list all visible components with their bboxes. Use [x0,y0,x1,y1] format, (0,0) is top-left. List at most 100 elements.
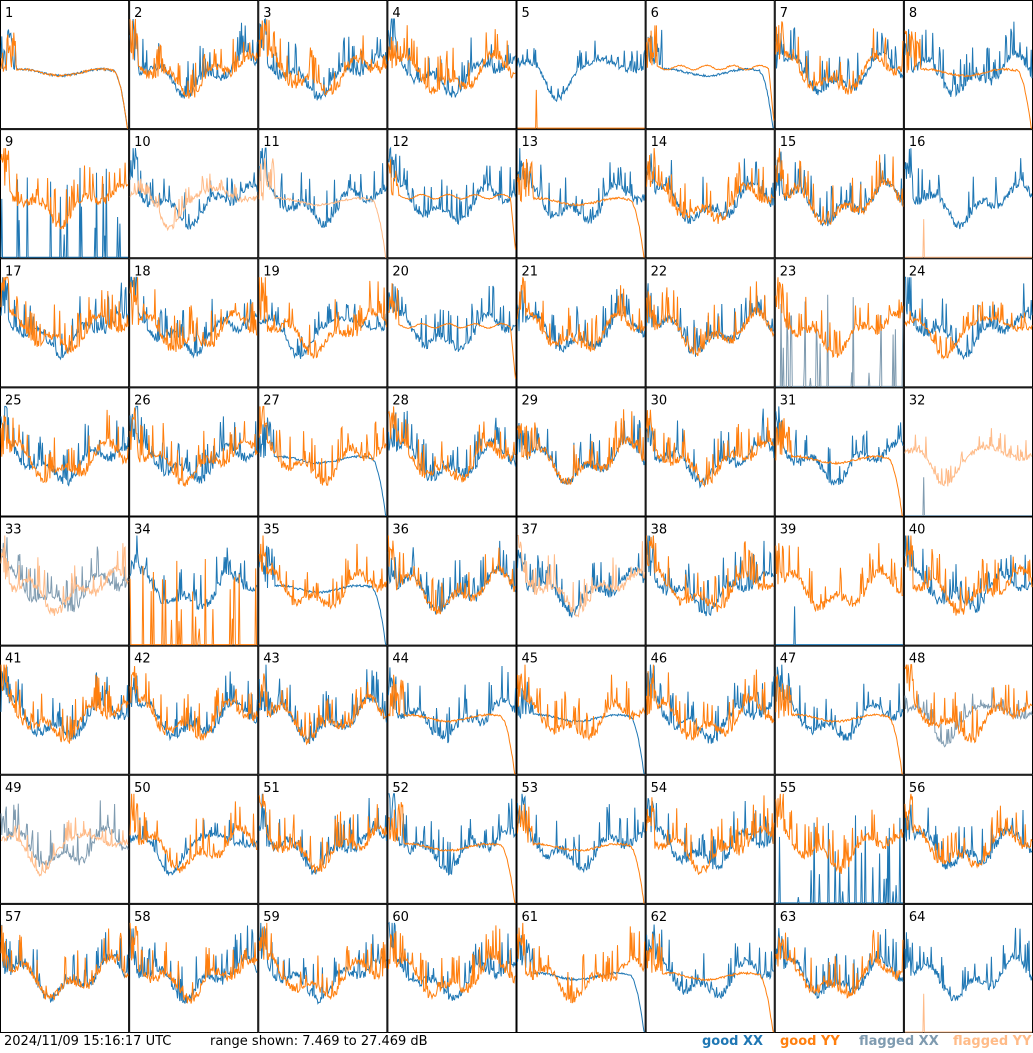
series-yy [517,664,646,742]
panel-label: 12 [392,135,409,150]
series-yy [775,148,904,226]
panel-49: 49 [0,774,130,904]
panel-38: 38 [645,516,775,646]
series-xx [129,276,258,359]
series-xx [775,294,904,387]
series-yy [258,535,387,610]
series-yy [0,664,129,744]
series-xx [646,924,774,1000]
panel-label: 43 [263,652,280,667]
panel-label: 56 [909,781,926,796]
series-yy [646,148,775,224]
panel-33: 33 [0,516,130,646]
panel-29: 29 [516,387,646,517]
panel-label: 17 [5,264,22,279]
series-yy [517,89,645,129]
series-xx [0,800,129,870]
panel-25: 25 [0,387,130,517]
series-yy [129,665,258,741]
panel-label: 25 [5,393,22,408]
series-yy [646,795,775,876]
series-yy [775,21,904,95]
panel-label: 63 [780,910,797,925]
series-xx [387,921,516,1001]
series-yy [0,409,129,484]
panel-label: 24 [909,264,926,279]
panel-label: 29 [522,393,539,408]
panel-53: 53 [516,774,646,904]
series-yy [517,158,645,258]
series-yy [775,543,903,613]
series-xx [387,540,516,615]
panel-50: 50 [129,774,259,904]
series-yy [646,25,775,121]
panel-frame [645,0,775,130]
panel-frame [645,258,775,388]
panel-label: 30 [651,393,668,408]
panel-label: 1 [5,6,13,21]
panel-label: 16 [909,135,926,150]
series-yy [0,925,129,1001]
series-yy [517,803,645,904]
panel-56: 56 [903,774,1033,904]
panel-label: 26 [134,393,151,408]
panel-frame [774,516,904,646]
panel-label: 28 [392,393,409,408]
panel-label: 64 [909,910,926,925]
panel-label: 46 [651,652,668,667]
series-xx [129,148,258,231]
panel-34: 34 [129,516,259,646]
series-yy [258,19,387,96]
panel-label: 62 [651,910,668,925]
series-xx [0,537,129,613]
series-xx [904,148,1033,230]
panel-label: 32 [909,393,926,408]
panel-label: 57 [5,910,22,925]
panel-12: 12 [387,129,517,259]
panel-5: 5 [516,0,646,130]
panel-57: 57 [0,903,130,1033]
panel-58: 58 [129,903,259,1033]
panel-17: 17 [0,258,130,388]
panel-32: 32 [903,387,1033,517]
panel-44: 44 [387,645,517,775]
panel-62: 62 [645,903,775,1033]
panel-18: 18 [129,258,259,388]
panel-54: 54 [645,774,775,904]
panel-7: 7 [774,0,904,130]
series-xx [517,415,646,485]
series-xx [387,18,516,98]
panel-27: 27 [258,387,388,517]
series-xx [904,477,1032,516]
panel-frame [387,516,517,646]
panel-label: 44 [392,652,409,667]
legend-good-yy: good YY [780,1034,840,1049]
series-yy [517,922,646,1004]
panel-label: 58 [134,910,151,925]
panel-11: 11 [258,129,388,259]
panel-label: 10 [134,135,151,150]
panel-frame [387,0,517,130]
series-xx [129,817,258,877]
panel-label: 2 [134,6,142,21]
series-xx [775,664,904,742]
series-yy [129,407,258,487]
series-yy [775,418,903,516]
panel-frame [903,0,1033,130]
series-xx [517,935,645,1033]
panel-label: 3 [263,6,271,21]
panel-35: 35 [258,516,388,646]
series-yy [646,281,775,357]
panel-2: 2 [129,0,259,130]
series-xx [129,671,258,742]
series-yy [904,664,1033,744]
series-yy [258,673,387,746]
series-xx [775,815,903,904]
series-yy [904,535,1033,616]
series-xx [0,167,129,258]
panel-28: 28 [387,387,517,517]
panel-43: 43 [258,645,388,775]
panel-label: 61 [522,910,539,925]
panel-label: 52 [392,781,409,796]
